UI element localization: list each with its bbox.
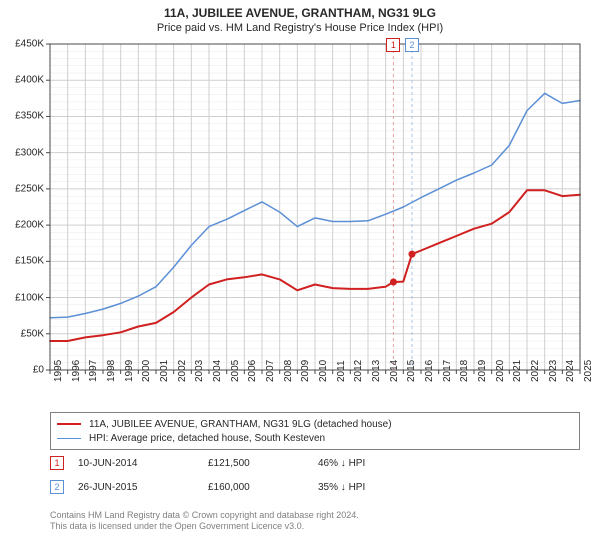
x-tick-label: 2023 bbox=[548, 360, 559, 382]
legend-item: 11A, JUBILEE AVENUE, GRANTHAM, NG31 9LG … bbox=[57, 417, 573, 431]
y-tick-label: £200K bbox=[4, 220, 44, 231]
x-tick-label: 2014 bbox=[389, 360, 400, 382]
x-tick-label: 2017 bbox=[442, 360, 453, 382]
x-tick-label: 1998 bbox=[106, 360, 117, 382]
x-tick-label: 2006 bbox=[247, 360, 258, 382]
sale-row: 1 10-JUN-2014£121,50046% ↓ HPI bbox=[50, 456, 365, 470]
x-tick-label: 2000 bbox=[141, 360, 152, 382]
x-tick-label: 2025 bbox=[583, 360, 594, 382]
sale-price: £121,500 bbox=[208, 458, 318, 469]
x-tick-label: 1996 bbox=[71, 360, 82, 382]
sale-date: 26-JUN-2015 bbox=[78, 482, 208, 493]
x-tick-label: 2024 bbox=[565, 360, 576, 382]
event-marker-1: 1 bbox=[386, 38, 400, 52]
sale-marker-1: 1 bbox=[50, 456, 64, 470]
legend-swatch bbox=[57, 438, 81, 439]
x-tick-label: 2012 bbox=[353, 360, 364, 382]
sale-date: 10-JUN-2014 bbox=[78, 458, 208, 469]
y-tick-label: £400K bbox=[4, 75, 44, 86]
chart-subtitle: Price paid vs. HM Land Registry's House … bbox=[0, 20, 600, 38]
x-tick-label: 2007 bbox=[265, 360, 276, 382]
x-tick-label: 2019 bbox=[477, 360, 488, 382]
x-tick-label: 1999 bbox=[124, 360, 135, 382]
sale-row: 2 26-JUN-2015£160,00035% ↓ HPI bbox=[50, 480, 365, 494]
x-tick-label: 2002 bbox=[177, 360, 188, 382]
x-tick-label: 2010 bbox=[318, 360, 329, 382]
x-tick-label: 2013 bbox=[371, 360, 382, 382]
x-tick-label: 2011 bbox=[336, 360, 347, 382]
y-tick-label: £250K bbox=[4, 183, 44, 194]
x-tick-label: 1997 bbox=[88, 360, 99, 382]
plot-area bbox=[50, 44, 580, 370]
x-tick-label: 2009 bbox=[300, 360, 311, 382]
legend: 11A, JUBILEE AVENUE, GRANTHAM, NG31 9LG … bbox=[50, 412, 580, 450]
x-tick-label: 2001 bbox=[159, 360, 170, 382]
legend-swatch bbox=[57, 423, 81, 425]
x-tick-label: 2018 bbox=[459, 360, 470, 382]
y-tick-label: £350K bbox=[4, 111, 44, 122]
x-tick-label: 2008 bbox=[283, 360, 294, 382]
legend-label: HPI: Average price, detached house, Sout… bbox=[89, 433, 325, 444]
x-tick-label: 2020 bbox=[495, 360, 506, 382]
x-tick-label: 2022 bbox=[530, 360, 541, 382]
chart-svg bbox=[50, 44, 580, 370]
x-tick-label: 2004 bbox=[212, 360, 223, 382]
y-tick-label: £100K bbox=[4, 292, 44, 303]
chart-container: 11A, JUBILEE AVENUE, GRANTHAM, NG31 9LG … bbox=[0, 0, 600, 560]
y-tick-label: £0 bbox=[4, 365, 44, 376]
y-tick-label: £150K bbox=[4, 256, 44, 267]
y-tick-label: £300K bbox=[4, 147, 44, 158]
event-marker-2: 2 bbox=[405, 38, 419, 52]
x-tick-label: 1995 bbox=[53, 360, 64, 382]
legend-item: HPI: Average price, detached house, Sout… bbox=[57, 431, 573, 445]
footer-line-1: Contains HM Land Registry data © Crown c… bbox=[50, 510, 359, 521]
x-tick-label: 2015 bbox=[406, 360, 417, 382]
x-tick-label: 2005 bbox=[230, 360, 241, 382]
legend-label: 11A, JUBILEE AVENUE, GRANTHAM, NG31 9LG … bbox=[89, 419, 392, 430]
x-tick-label: 2016 bbox=[424, 360, 435, 382]
chart-title: 11A, JUBILEE AVENUE, GRANTHAM, NG31 9LG bbox=[0, 0, 600, 20]
sale-marker-2: 2 bbox=[50, 480, 64, 494]
footer-attribution: Contains HM Land Registry data © Crown c… bbox=[50, 510, 359, 533]
footer-line-2: This data is licensed under the Open Gov… bbox=[50, 521, 359, 532]
y-tick-label: £450K bbox=[4, 39, 44, 50]
sale-delta: 35% ↓ HPI bbox=[318, 482, 365, 493]
sale-delta: 46% ↓ HPI bbox=[318, 458, 365, 469]
x-tick-label: 2003 bbox=[194, 360, 205, 382]
sale-price: £160,000 bbox=[208, 482, 318, 493]
y-tick-label: £50K bbox=[4, 328, 44, 339]
x-tick-label: 2021 bbox=[512, 360, 523, 382]
